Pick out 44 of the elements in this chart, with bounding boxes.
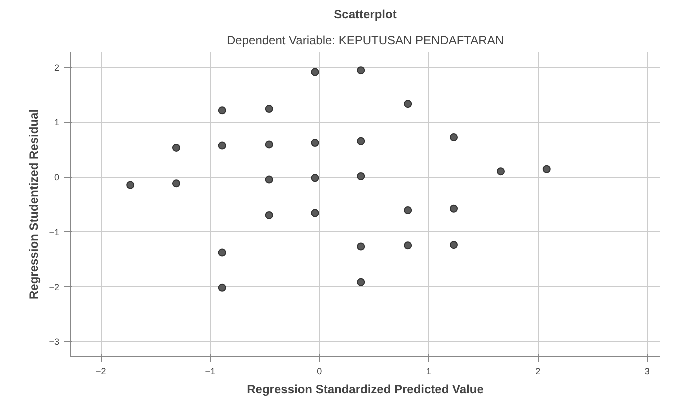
y-tick-label: −3 bbox=[49, 337, 60, 348]
point bbox=[357, 172, 366, 181]
point bbox=[357, 242, 366, 251]
chart-subtitle: Dependent Variable: KEPUTUSAN PENDAFTARAN bbox=[227, 34, 504, 48]
point bbox=[496, 168, 505, 176]
point bbox=[265, 211, 274, 220]
x-axis-title: Regression Standardized Predicted Value bbox=[247, 382, 484, 396]
y-tick-label: 1 bbox=[54, 118, 60, 128]
point bbox=[311, 174, 320, 182]
point bbox=[357, 66, 366, 75]
point bbox=[311, 209, 320, 218]
point bbox=[357, 278, 366, 286]
point bbox=[357, 137, 366, 146]
point bbox=[450, 241, 458, 250]
x-tick-label: 2 bbox=[536, 366, 541, 376]
y-tick-label: 2 bbox=[54, 62, 60, 73]
point bbox=[311, 139, 320, 148]
point bbox=[404, 242, 412, 250]
point bbox=[218, 106, 226, 115]
y-axis-title: Regression Studentized Residual bbox=[27, 109, 42, 300]
x-tick-label: −1 bbox=[205, 366, 216, 376]
point bbox=[265, 140, 274, 149]
point bbox=[542, 165, 551, 174]
point bbox=[218, 248, 226, 257]
chart-title: Scatterplot bbox=[334, 8, 397, 22]
point bbox=[450, 134, 458, 142]
point bbox=[172, 180, 180, 188]
x-tick-label: 1 bbox=[426, 366, 432, 376]
point bbox=[172, 144, 180, 152]
y-tick-label: 0 bbox=[54, 172, 60, 183]
y-tick-label: −2 bbox=[49, 282, 60, 292]
point bbox=[218, 284, 226, 292]
point bbox=[311, 68, 320, 76]
x-tick-label: 0 bbox=[317, 366, 322, 376]
point bbox=[126, 181, 135, 190]
point bbox=[404, 206, 412, 215]
y-tick-label: −1 bbox=[49, 227, 60, 238]
x-tick-label: 3 bbox=[644, 366, 650, 376]
point bbox=[265, 105, 274, 114]
point bbox=[265, 176, 274, 184]
x-tick-label: −2 bbox=[96, 366, 106, 376]
point bbox=[404, 100, 412, 108]
point bbox=[450, 204, 458, 213]
point bbox=[218, 142, 226, 150]
